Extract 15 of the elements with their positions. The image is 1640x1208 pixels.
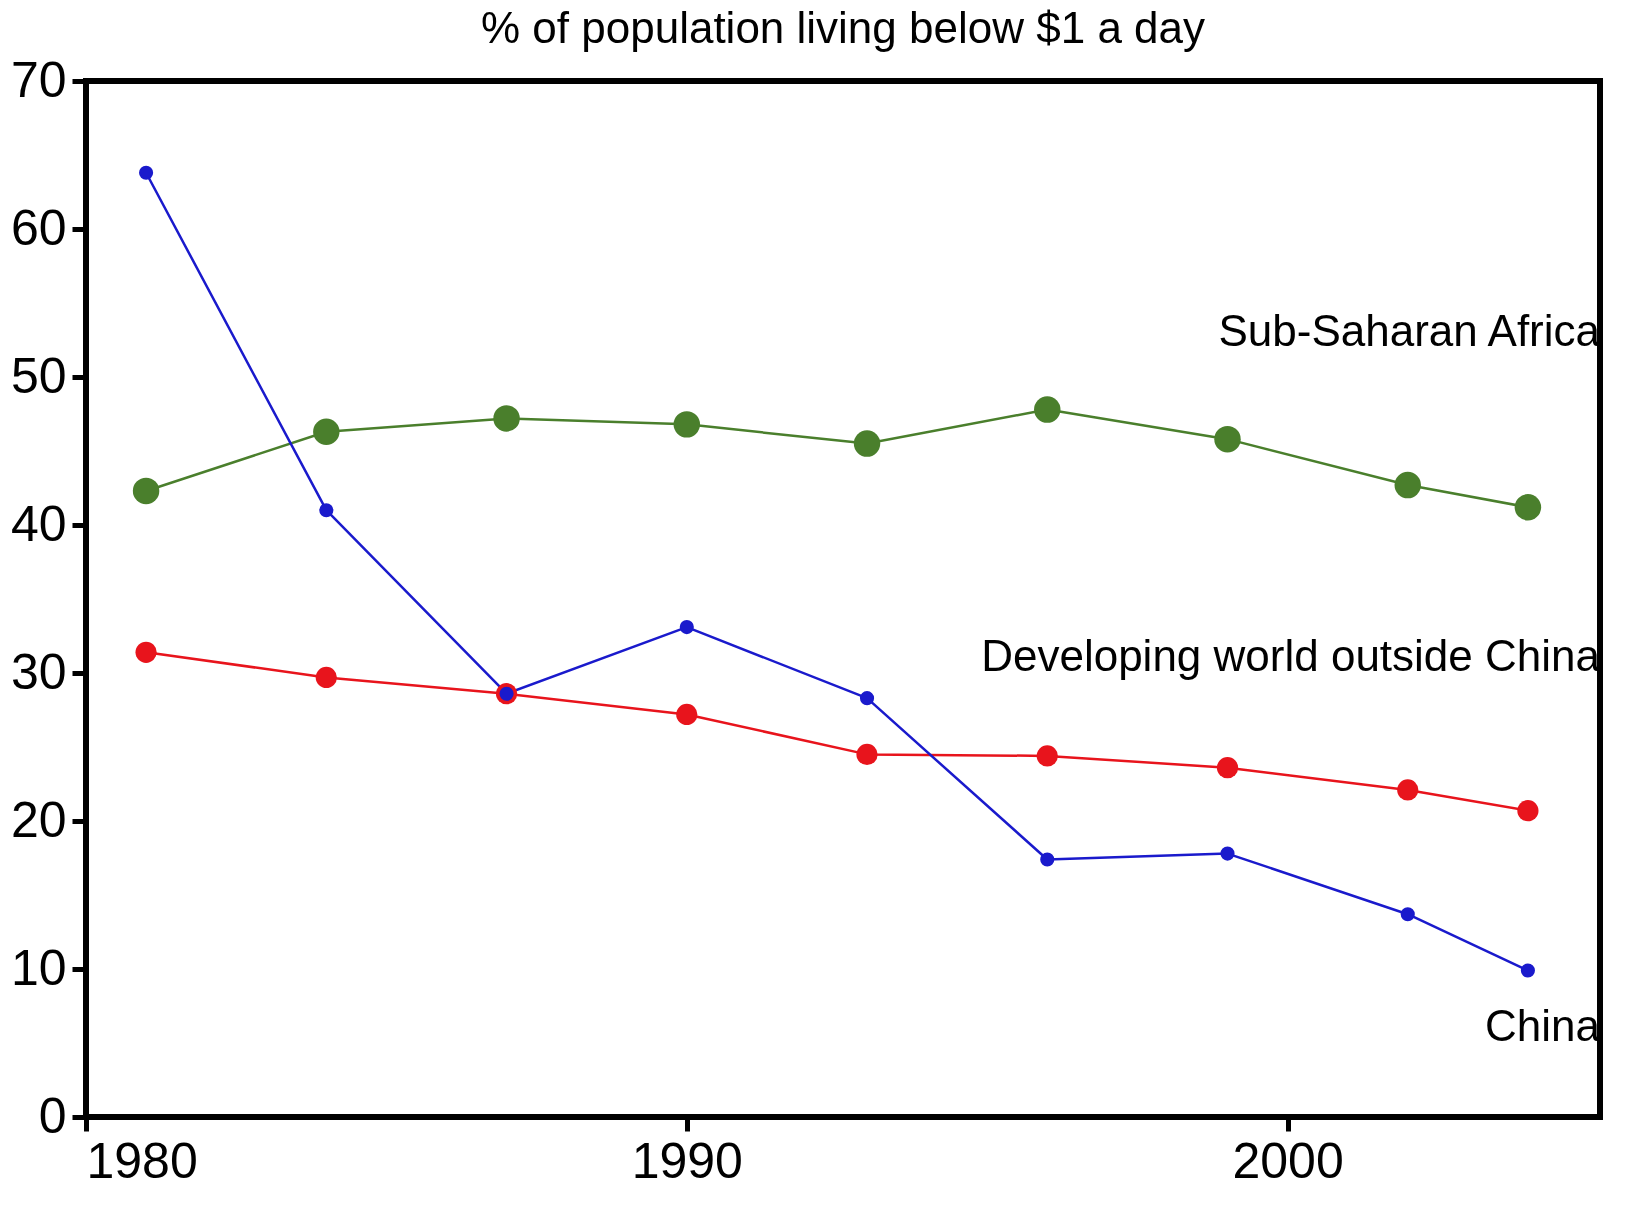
x-tick-label: 2000 — [1232, 1132, 1344, 1189]
y-tick-label: 70 — [10, 51, 67, 108]
y-tick-label: 20 — [10, 791, 67, 848]
x-tick-label: 1990 — [631, 1132, 743, 1189]
y-tick-label: 60 — [10, 199, 67, 256]
y-tick-label: 40 — [10, 495, 67, 552]
series-label: Sub-Saharan Africa — [1218, 305, 1601, 355]
series-label: Developing world outside China — [981, 631, 1601, 681]
series-label: China — [1485, 1001, 1601, 1051]
chart-title: % of population living below $1 a day — [480, 3, 1206, 52]
y-tick-label: 0 — [38, 1087, 67, 1144]
y-tick-label: 30 — [10, 643, 67, 700]
x-tick-label: 1980 — [86, 1132, 198, 1189]
y-tick-label: 10 — [10, 939, 67, 996]
y-tick-label: 50 — [10, 347, 67, 404]
